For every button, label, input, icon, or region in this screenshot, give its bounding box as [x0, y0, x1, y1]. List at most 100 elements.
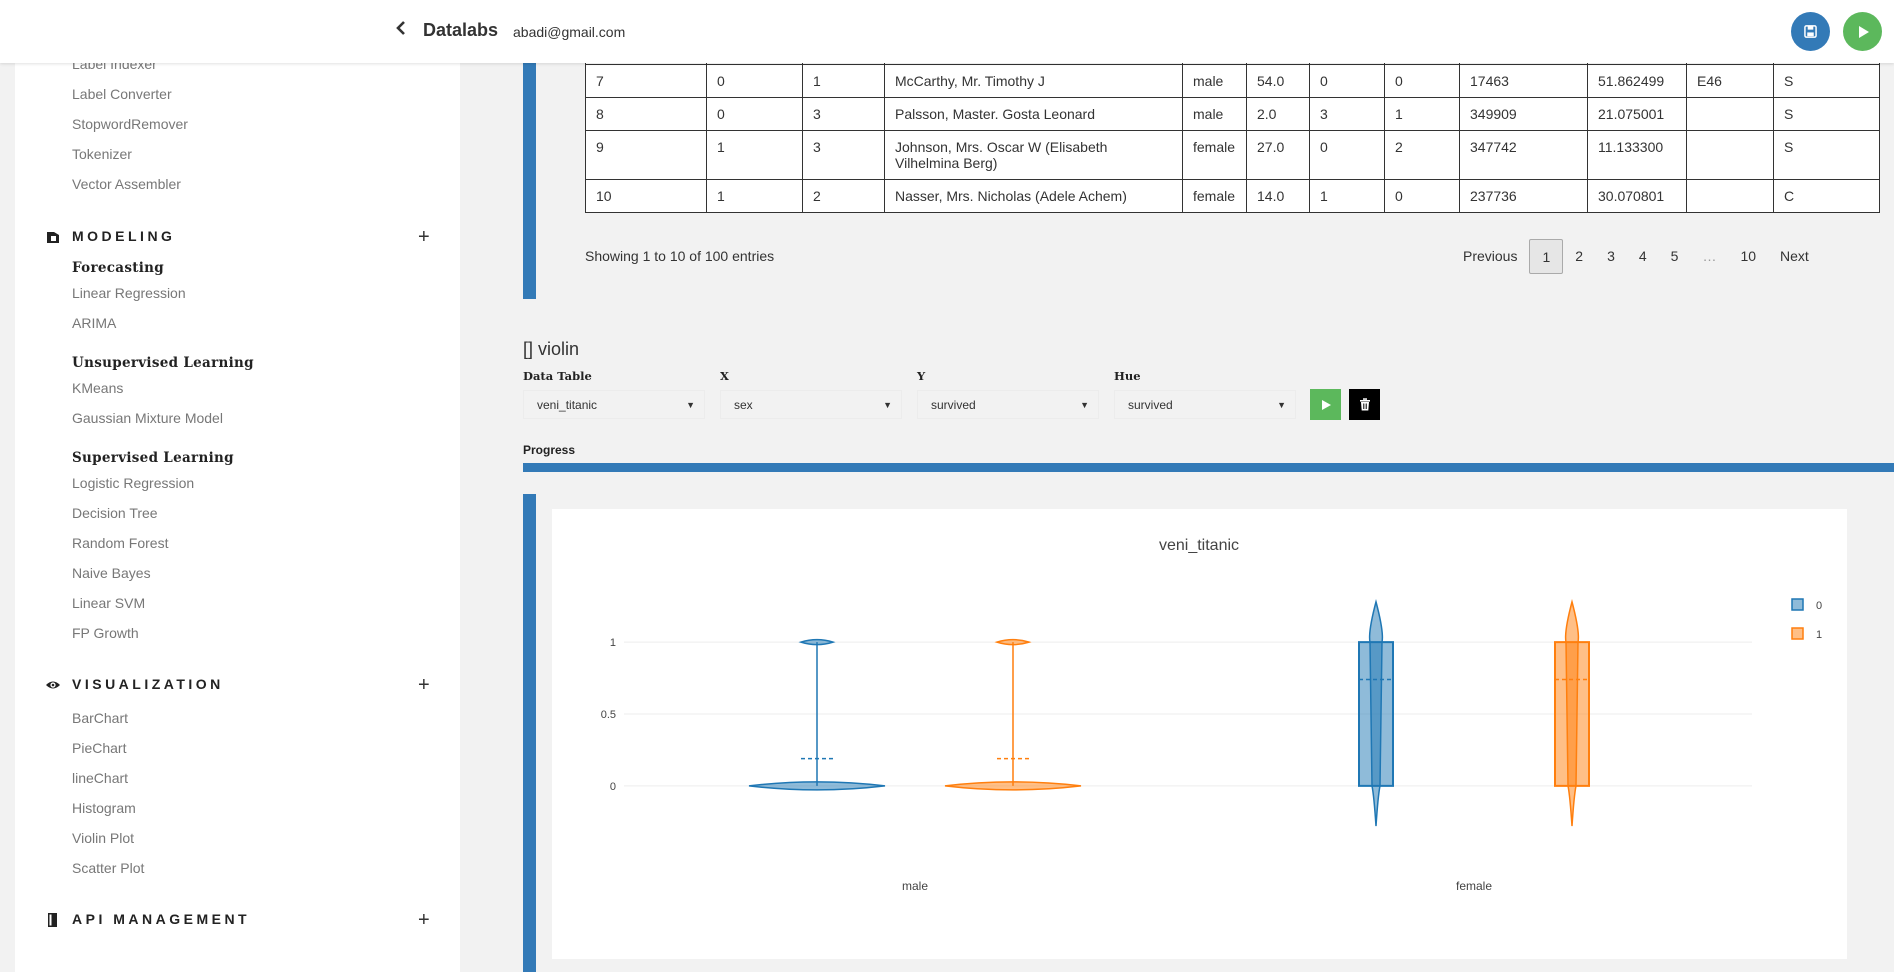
top-bar: Datalabs abadi@gmail.com — [0, 0, 1894, 63]
table-cell: male — [1182, 64, 1247, 98]
sidebar-item-random-forest[interactable]: Random Forest — [72, 535, 169, 551]
table-cell: 1 — [1309, 179, 1385, 213]
y-tick-label: 0.5 — [601, 709, 616, 721]
table-cell: 51.862499 — [1587, 64, 1687, 98]
legend-swatch — [1791, 598, 1804, 611]
table-cell: 0 — [706, 97, 803, 131]
table-cell: 0 — [1309, 130, 1385, 180]
y-label: Y — [917, 369, 926, 383]
table-cell: C — [1773, 179, 1880, 213]
data-table-value: veni_titanic — [537, 398, 598, 412]
page-button[interactable]: 5 — [1670, 248, 1679, 264]
table-cell: Palsson, Master. Gosta Leonard — [884, 97, 1183, 131]
run-all-button[interactable] — [1843, 12, 1882, 51]
y-value: survived — [931, 398, 976, 412]
next-page-button[interactable]: Next — [1780, 248, 1809, 264]
save-button[interactable] — [1791, 12, 1830, 51]
visualization-expand-button[interactable]: + — [418, 674, 430, 696]
table-cell: S — [1773, 64, 1880, 98]
sidebar-item-fp-growth[interactable]: FP Growth — [72, 625, 139, 641]
violin-chart: veni_titanic 0 0.5 1 male female 0 1 — [601, 537, 1822, 893]
supervised-heading: Supervised Learning — [72, 450, 234, 466]
run-cell-button[interactable] — [1310, 389, 1341, 420]
table-cell: S — [1773, 97, 1880, 131]
table-row: 10 1 2 Nasser, Mrs. Nicholas (Adele Achem) f… — [585, 179, 1880, 213]
app-title: Datalabs — [423, 20, 499, 40]
table-cell: McCarthy, Mr. Timothy J — [884, 64, 1183, 98]
panel-accent-bar — [523, 494, 536, 972]
table-cell: 2.0 — [1246, 97, 1310, 131]
table-cell: 347742 — [1459, 130, 1588, 180]
table-cell: 3 — [1309, 97, 1385, 131]
sidebar-item-decision-tree[interactable]: Decision Tree — [72, 505, 158, 521]
legend-label: 1 — [1816, 629, 1822, 641]
api-management-expand-button[interactable]: + — [418, 909, 430, 931]
x-select[interactable]: sex ▼ — [720, 390, 902, 419]
table-cell: 1 — [706, 130, 803, 180]
api-management-section-title[interactable]: API MANAGEMENT — [72, 911, 251, 927]
table-cell — [1686, 130, 1774, 180]
modeling-expand-button[interactable]: + — [418, 226, 430, 248]
sidebar-item-logistic-regression[interactable]: Logistic Regression — [72, 475, 195, 491]
sidebar-item-barchart[interactable]: BarChart — [72, 710, 129, 726]
chevron-left-icon[interactable] — [396, 20, 406, 41]
sidebar-item-arima[interactable]: ARIMA — [72, 315, 117, 331]
table-cell: 54.0 — [1246, 64, 1310, 98]
previous-page-button[interactable]: Previous — [1463, 248, 1518, 264]
x-tick-label: male — [902, 879, 928, 893]
table-cell: 0 — [1384, 64, 1460, 98]
table-cell: Johnson, Mrs. Oscar W (Elisabeth Vilhelm… — [884, 130, 1183, 180]
sidebar-item-linear-regression[interactable]: Linear Regression — [72, 285, 186, 301]
y-tick-label: 0 — [610, 781, 616, 793]
hue-select[interactable]: survived ▼ — [1114, 390, 1296, 419]
unsupervised-heading: Unsupervised Learning — [72, 355, 254, 371]
data-table-select[interactable]: veni_titanic ▼ — [523, 390, 705, 419]
modeling-section-title[interactable]: MODELING — [72, 228, 176, 244]
play-icon — [1321, 399, 1331, 410]
caret-down-icon: ▼ — [1080, 400, 1089, 410]
page-button[interactable]: 2 — [1575, 248, 1584, 264]
page-button[interactable]: 3 — [1607, 248, 1615, 264]
entries-info: Showing 1 to 10 of 100 entries — [585, 248, 775, 264]
sidebar-item-violin-plot[interactable]: Violin Plot — [72, 830, 135, 846]
x-label: X — [720, 369, 729, 383]
table-cell: male — [1182, 97, 1247, 131]
page-button[interactable]: 1 — [1529, 239, 1564, 274]
sidebar-item-scatter-plot[interactable]: Scatter Plot — [72, 860, 145, 876]
y-select[interactable]: survived ▼ — [917, 390, 1099, 419]
sidebar-item-tokenizer[interactable]: Tokenizer — [72, 146, 132, 162]
sidebar-item-stopword-remover[interactable]: StopwordRemover — [72, 116, 188, 132]
sidebar-item-piechart[interactable]: PieChart — [72, 740, 127, 756]
sidebar-item-gaussian-mixture[interactable]: Gaussian Mixture Model — [72, 410, 223, 426]
pagination: Previous 1 2 3 4 5 … 10 Next — [1451, 239, 1821, 274]
delete-cell-button[interactable] — [1349, 389, 1380, 420]
x-value: sex — [734, 398, 753, 412]
table-cell: 9 — [585, 130, 707, 180]
y-tick-label: 1 — [610, 637, 616, 649]
page-button[interactable]: 4 — [1638, 248, 1647, 264]
table-cell: 14.0 — [1246, 179, 1310, 213]
table-cell: 237736 — [1459, 179, 1588, 213]
caret-down-icon: ▼ — [686, 400, 695, 410]
sidebar-item-linechart[interactable]: lineChart — [72, 770, 129, 786]
sidebar-item-label-indexer[interactable]: Label Indexer — [72, 63, 157, 72]
table-cell: 0 — [1384, 179, 1460, 213]
sidebar-item-label-converter[interactable]: Label Converter — [72, 86, 172, 102]
sidebar-item-kmeans[interactable]: KMeans — [72, 380, 124, 396]
progress-fill — [523, 463, 1894, 472]
visualization-section-title[interactable]: VISUALIZATION — [72, 676, 224, 692]
sidebar-item-linear-svm[interactable]: Linear SVM — [72, 595, 146, 611]
hue-value: survived — [1128, 398, 1173, 412]
sidebar-item-naive-bayes[interactable]: Naive Bayes — [72, 565, 151, 581]
progress-bar — [523, 463, 1894, 472]
page-ellipsis: … — [1702, 248, 1717, 264]
table-cell: 2 — [802, 179, 885, 213]
sidebar-item-histogram[interactable]: Histogram — [72, 800, 136, 816]
table-cell: 1 — [1384, 97, 1460, 131]
page-button[interactable]: 10 — [1740, 248, 1757, 264]
sidebar-item-vector-assembler[interactable]: Vector Assembler — [72, 176, 181, 192]
sidebar: Label Indexer Label Converter StopwordRe… — [15, 63, 460, 972]
table-cell: 27.0 — [1246, 130, 1310, 180]
